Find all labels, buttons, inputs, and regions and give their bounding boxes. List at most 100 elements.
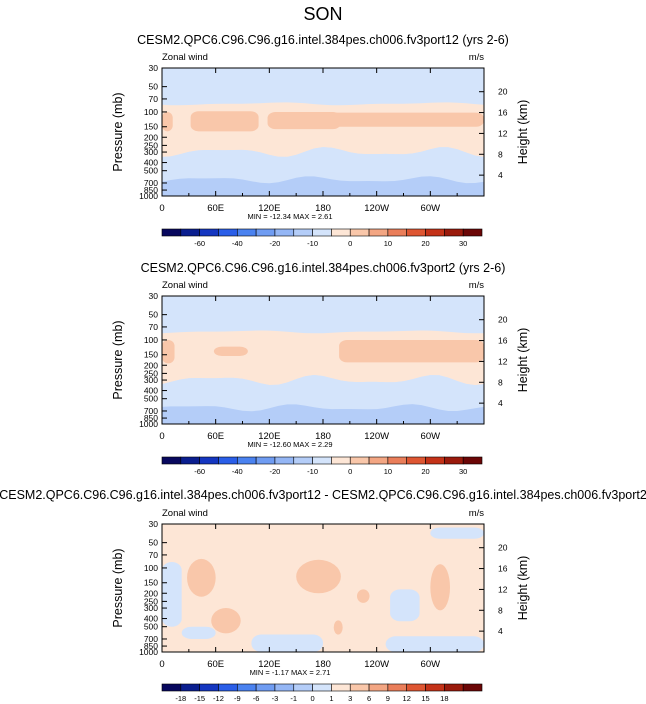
colorbar: -60 -40 -20 -10 0 10 20 30 <box>161 456 483 476</box>
colorbar-swatch <box>406 683 426 692</box>
height-tick-label: 8 <box>498 377 503 387</box>
colorbar-swatch <box>462 456 483 465</box>
colorbar-swatch <box>331 228 351 237</box>
x-tick-label: 120W <box>364 203 389 214</box>
y-tick-label: 300 <box>144 603 158 613</box>
colorbar-label: 1 <box>329 694 333 703</box>
colorbar-swatch <box>368 228 389 237</box>
y-tick-label: 100 <box>144 335 158 345</box>
field-jet-core <box>190 111 259 132</box>
colorbar-swatch <box>293 228 313 237</box>
field-positive-region <box>430 564 451 611</box>
colorbar-label: 3 <box>348 694 352 703</box>
field-negative-region <box>385 636 484 652</box>
y-tick-label: 70 <box>149 94 159 104</box>
y-tick-label: 50 <box>149 310 159 320</box>
height-tick-label: 12 <box>498 584 508 594</box>
field-positive-region <box>356 589 370 603</box>
colorbar-swatch <box>406 228 426 237</box>
x-tick-label: 60W <box>421 431 441 442</box>
y-tick-label: 150 <box>144 578 158 588</box>
y-tick-label: 150 <box>144 122 158 132</box>
colorbar-label: 9 <box>386 694 390 703</box>
colorbar-swatch <box>312 228 332 237</box>
y-tick-label: 400 <box>144 158 158 168</box>
y-tick-label: 30 <box>149 519 159 529</box>
field-negative-region <box>390 589 420 622</box>
x-tick-label: 180 <box>315 431 331 442</box>
colorbar-label: -3 <box>272 694 279 703</box>
colorbar-label: 18 <box>440 694 448 703</box>
y-tick-label: 100 <box>144 563 158 573</box>
colorbar-swatch <box>199 228 219 237</box>
height-tick-label: 20 <box>498 315 508 325</box>
x-tick-label: 120E <box>258 203 280 214</box>
field-negative-region <box>430 527 484 539</box>
colorbar-swatch <box>199 456 219 465</box>
colorbar-swatch <box>368 683 389 692</box>
panel-units-label: m/s <box>469 508 485 519</box>
colorbar-swatch <box>312 683 332 692</box>
y-axis-label-right: Height (km) <box>516 100 530 165</box>
y-tick-label: 250 <box>144 140 158 150</box>
colorbar-swatch <box>312 456 332 465</box>
field-surface-band <box>162 404 484 424</box>
y-tick-label: 500 <box>144 622 158 632</box>
colorbar-label: -18 <box>175 694 186 703</box>
colorbar-swatch <box>199 683 219 692</box>
y-axis-label: Pressure (mb) <box>111 548 125 627</box>
field-jet-core <box>162 339 175 364</box>
colorbar-label: 15 <box>421 694 429 703</box>
y-tick-label: 200 <box>144 360 158 370</box>
colorbar-swatch <box>425 456 445 465</box>
colorbar-swatch <box>236 683 257 692</box>
colorbar-label: 0 <box>311 694 315 703</box>
colorbar-swatch <box>444 456 464 465</box>
colorbar-swatch <box>218 683 238 692</box>
field-jet-core <box>267 111 341 130</box>
panel-left-label: Zonal wind <box>162 280 208 291</box>
min-max-stats: MIN = -12.60 MAX = 2.29 <box>247 440 332 449</box>
y-tick-label: 1000 <box>139 647 158 657</box>
colorbar-label: -6 <box>253 694 260 703</box>
colorbar-label: 20 <box>421 239 429 248</box>
contour-field <box>162 296 484 424</box>
panel-3: CESM2.QPC6.C96.C96.g16.intel.384pes.ch00… <box>0 488 646 703</box>
height-tick-label: 16 <box>498 564 508 574</box>
panel-title: CESM2.QPC6.C96.C96.g16.intel.384pes.ch00… <box>137 33 509 47</box>
colorbar-swatch <box>406 456 426 465</box>
colorbar-swatch <box>462 683 483 692</box>
y-tick-label: 30 <box>149 291 159 301</box>
colorbar-label: -10 <box>307 467 318 476</box>
colorbar-swatch <box>255 683 276 692</box>
colorbar-swatch <box>255 228 276 237</box>
contour-field <box>162 68 484 196</box>
y-tick-label: 200 <box>144 132 158 142</box>
y-tick-label: 250 <box>144 368 158 378</box>
colorbar-label: 12 <box>403 694 411 703</box>
height-tick-label: 8 <box>498 605 503 615</box>
x-tick-label: 180 <box>315 203 331 214</box>
y-tick-label: 70 <box>149 550 159 560</box>
panel-units-label: m/s <box>469 280 485 291</box>
colorbar-label: -1 <box>290 694 297 703</box>
field-positive-region <box>333 620 343 635</box>
y-tick-label: 250 <box>144 596 158 606</box>
panel-title: CESM2.QPC6.C96.C96.g16.intel.384pes.ch00… <box>0 488 646 502</box>
colorbar-swatch <box>425 683 445 692</box>
colorbar-label: -15 <box>194 694 205 703</box>
height-tick-label: 4 <box>498 170 503 180</box>
figure-title: SON <box>303 4 342 24</box>
y-tick-label: 1000 <box>139 191 158 201</box>
height-tick-label: 8 <box>498 149 503 159</box>
panel-title: CESM2.QPC6.C96.C96.g16.intel.384pes.ch00… <box>141 261 506 275</box>
colorbar-swatch <box>218 456 238 465</box>
field-positive-region <box>187 558 216 597</box>
colorbar-swatch <box>331 683 351 692</box>
height-tick-label: 20 <box>498 87 508 97</box>
y-tick-label: 700 <box>144 406 158 416</box>
height-tick-label: 16 <box>498 108 508 118</box>
colorbar-swatch <box>387 683 408 692</box>
colorbar-swatch <box>161 683 182 692</box>
colorbar-swatch <box>387 456 408 465</box>
